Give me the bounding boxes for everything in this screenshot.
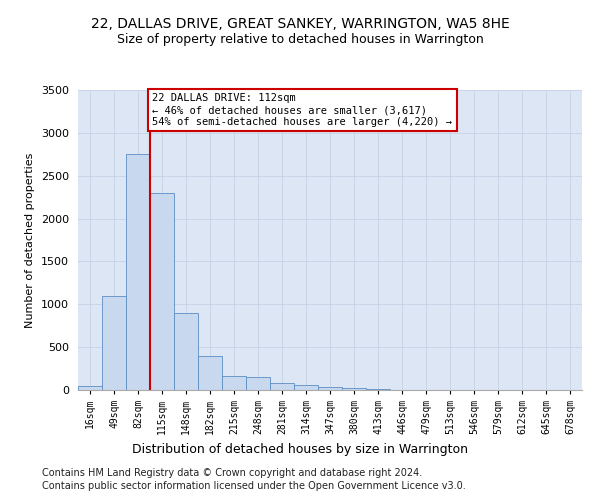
Bar — [270, 383, 294, 390]
Y-axis label: Number of detached properties: Number of detached properties — [25, 152, 35, 328]
Bar — [342, 388, 366, 390]
Bar — [318, 386, 342, 390]
Bar — [222, 376, 246, 390]
Bar — [294, 386, 318, 390]
Text: Contains public sector information licensed under the Open Government Licence v3: Contains public sector information licen… — [42, 481, 466, 491]
Bar — [78, 386, 102, 390]
Text: Contains HM Land Registry data © Crown copyright and database right 2024.: Contains HM Land Registry data © Crown c… — [42, 468, 422, 477]
Bar — [150, 193, 174, 390]
Text: 22 DALLAS DRIVE: 112sqm
← 46% of detached houses are smaller (3,617)
54% of semi: 22 DALLAS DRIVE: 112sqm ← 46% of detache… — [152, 94, 452, 126]
Text: Size of property relative to detached houses in Warrington: Size of property relative to detached ho… — [116, 32, 484, 46]
Text: 22, DALLAS DRIVE, GREAT SANKEY, WARRINGTON, WA5 8HE: 22, DALLAS DRIVE, GREAT SANKEY, WARRINGT… — [91, 18, 509, 32]
Bar — [102, 296, 126, 390]
Bar — [246, 377, 270, 390]
Bar — [366, 389, 390, 390]
Text: Distribution of detached houses by size in Warrington: Distribution of detached houses by size … — [132, 442, 468, 456]
Bar — [198, 356, 222, 390]
Bar — [174, 313, 198, 390]
Bar — [126, 154, 150, 390]
